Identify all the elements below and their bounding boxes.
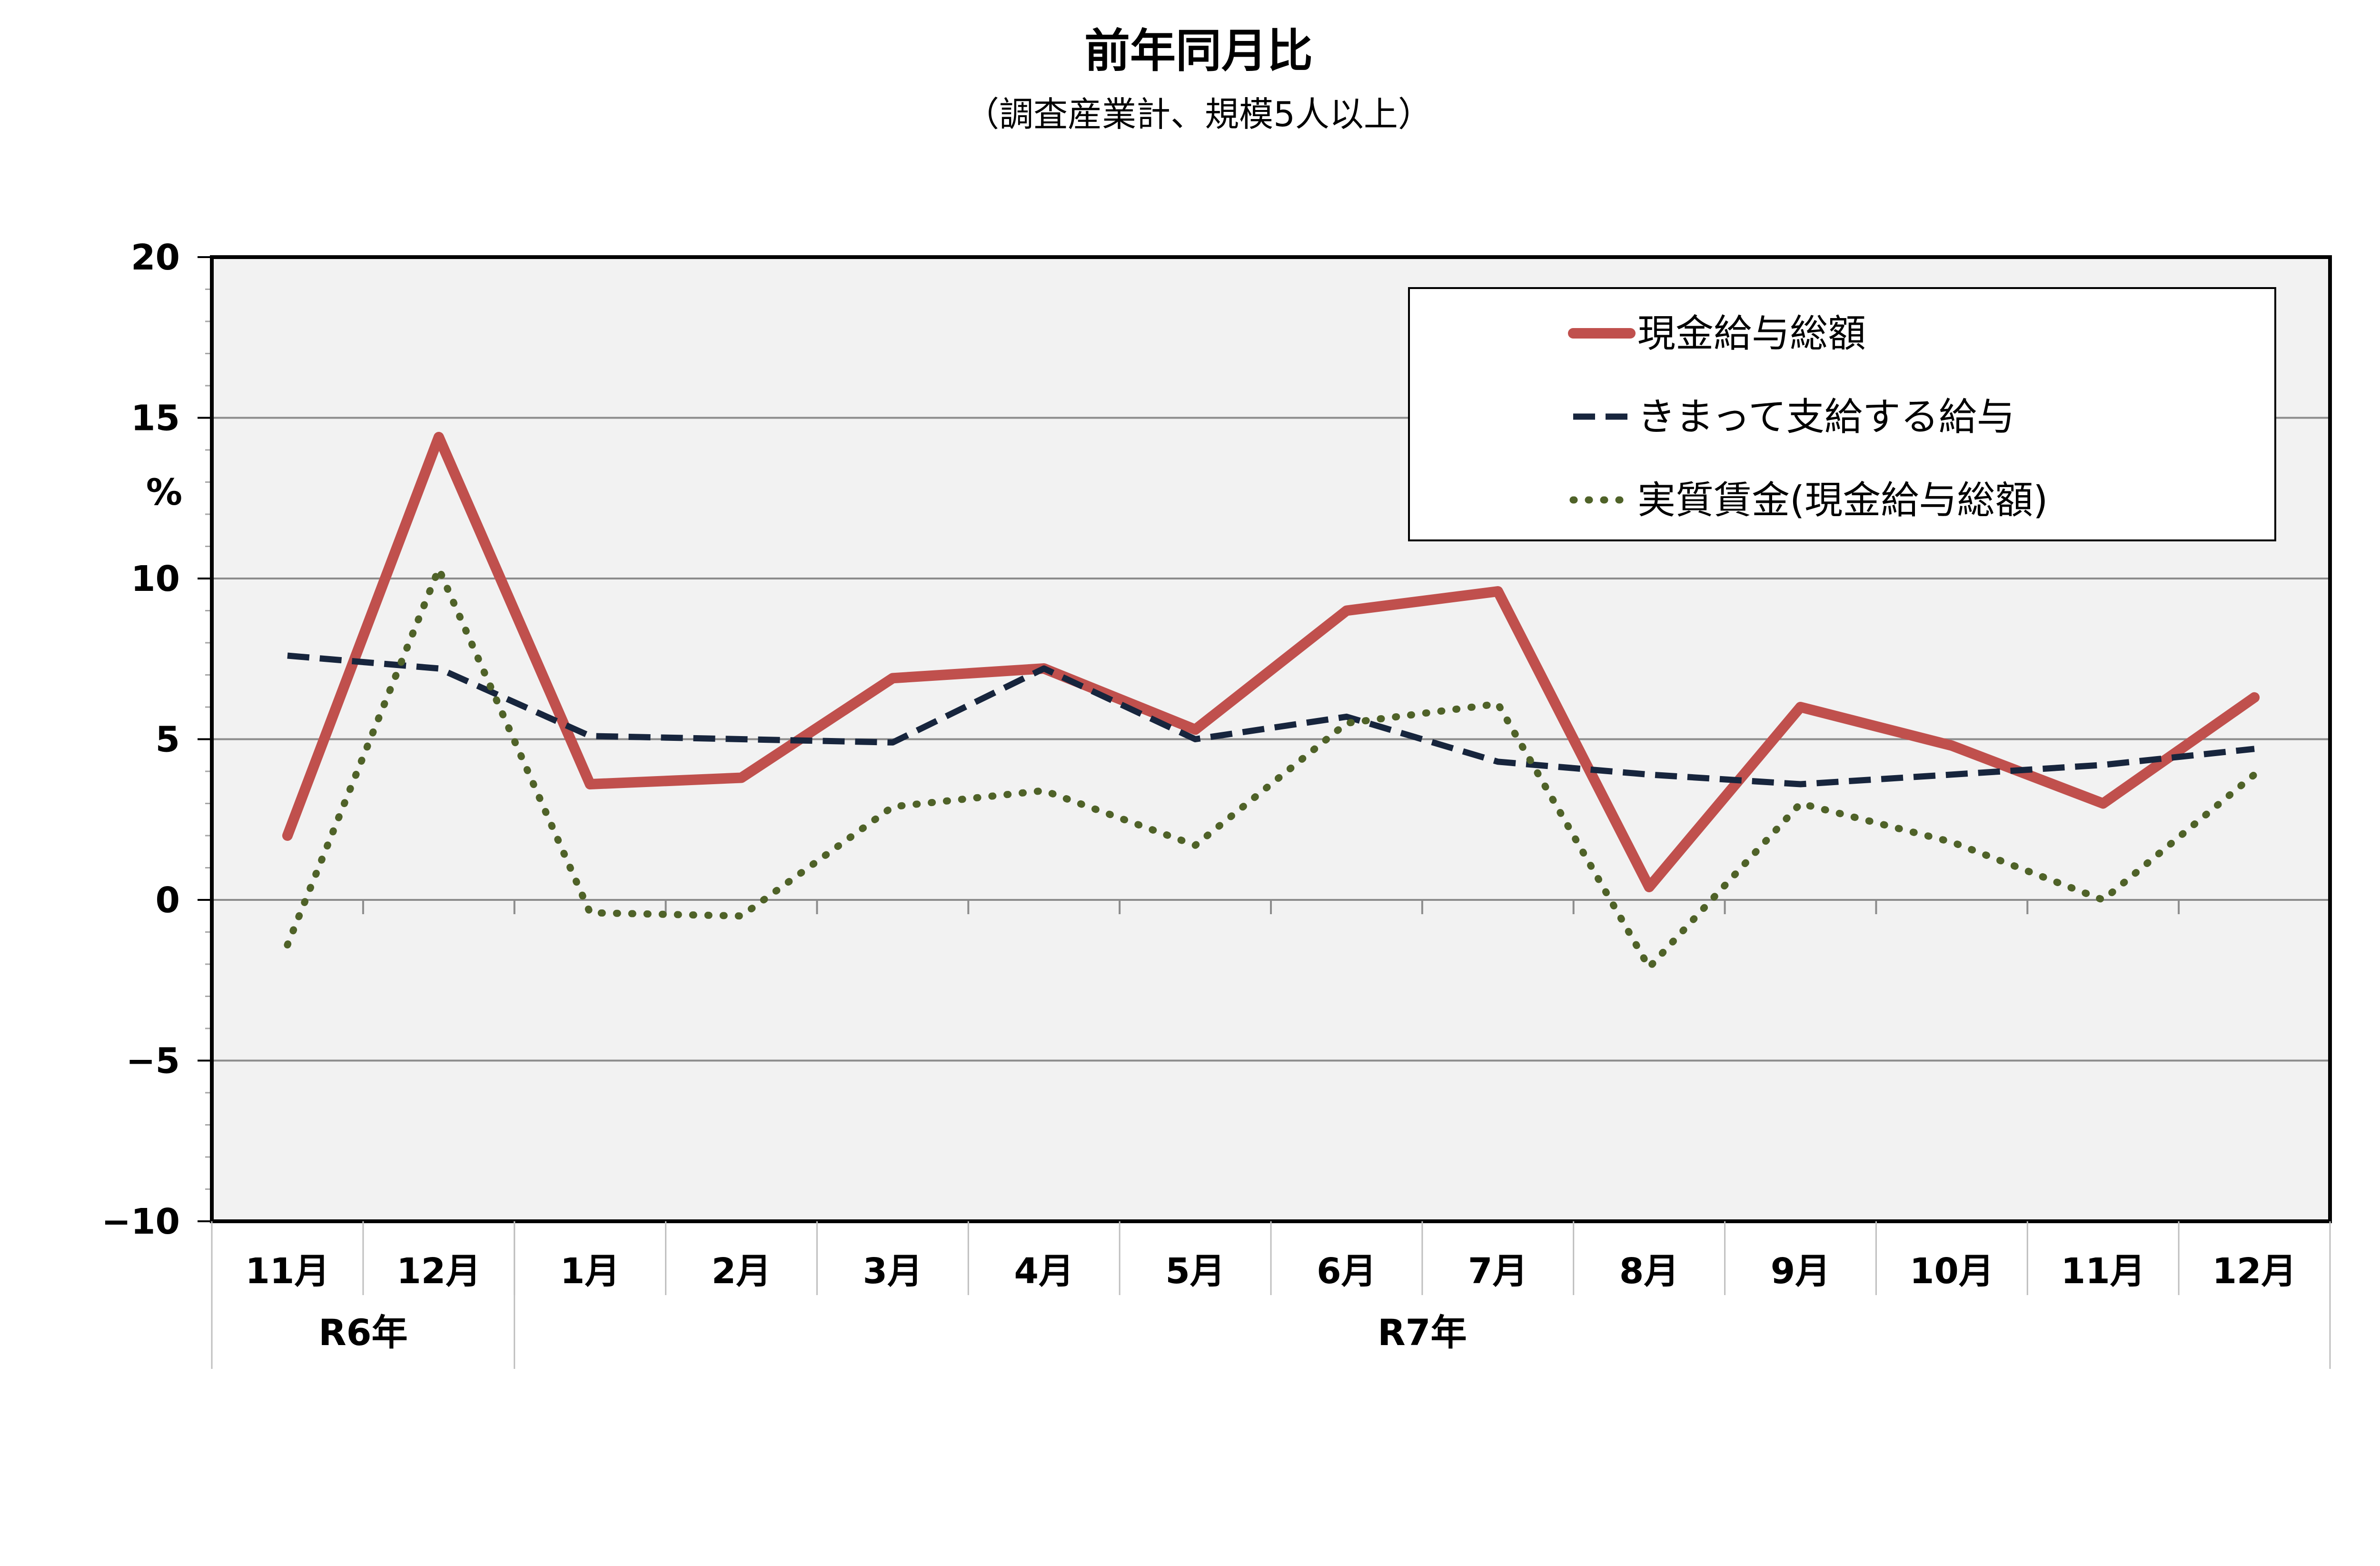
- x-tick-label: 10月: [1910, 1251, 1994, 1292]
- y-tick-label: 0: [156, 880, 180, 921]
- x-tick-label: 2月: [712, 1251, 772, 1292]
- y-tick-label: 5: [156, 719, 180, 760]
- legend-label-3: 実質賃金(現金給与総額): [1637, 478, 2048, 522]
- x-tick-label: 8月: [1619, 1251, 1679, 1292]
- series-line-1: [282, 432, 2260, 892]
- x-tick-label: 7月: [1468, 1251, 1528, 1292]
- y-tick-label: −10: [101, 1201, 180, 1242]
- y-tick-label: 15: [131, 398, 180, 439]
- y-axis-tick-labels: 20 15 10 5 0 −5 −10: [101, 237, 212, 1242]
- x-tick-label: 3月: [863, 1251, 923, 1292]
- x-tick-label: 12月: [2212, 1251, 2297, 1292]
- y-tick-label: −5: [126, 1041, 180, 1082]
- x-tick-marks: [362, 900, 2180, 914]
- legend-box: [1408, 287, 2276, 541]
- x-tick-label: 11月: [2061, 1251, 2145, 1292]
- y-tick-label: 20: [131, 237, 180, 278]
- x-tick-label: 5月: [1165, 1251, 1225, 1292]
- x-group-label: R7年: [1378, 1311, 1467, 1354]
- x-group-label: R6年: [318, 1311, 407, 1354]
- y-tick-label: 10: [131, 559, 180, 599]
- x-axis-table: 11月 12月 1月 2月 3月 4月 5月 6月 7月 8月 9月 10月 11月 12月 R6年 R7年: [211, 1221, 2331, 1369]
- x-tick-label: 9月: [1771, 1251, 1831, 1292]
- chart-subtitle: （調査産業計、規模5人以上）: [965, 94, 1432, 134]
- series-layer: [282, 432, 2260, 971]
- legend-label-1: 現金給与総額: [1637, 311, 1866, 356]
- x-tick-label: 12月: [397, 1251, 481, 1292]
- chart-title: 前年同月比: [1084, 24, 1313, 78]
- series-line-3: [284, 565, 2258, 971]
- legend-label-2: きまって支給する給与: [1637, 395, 2015, 439]
- x-tick-label: 11月: [245, 1251, 329, 1292]
- series-line-2: [287, 652, 2255, 788]
- y-axis-unit-label: %: [146, 471, 182, 513]
- x-tick-label: 4月: [1014, 1251, 1074, 1292]
- x-tick-label: 1月: [560, 1251, 620, 1292]
- x-tick-label: 6月: [1317, 1251, 1377, 1292]
